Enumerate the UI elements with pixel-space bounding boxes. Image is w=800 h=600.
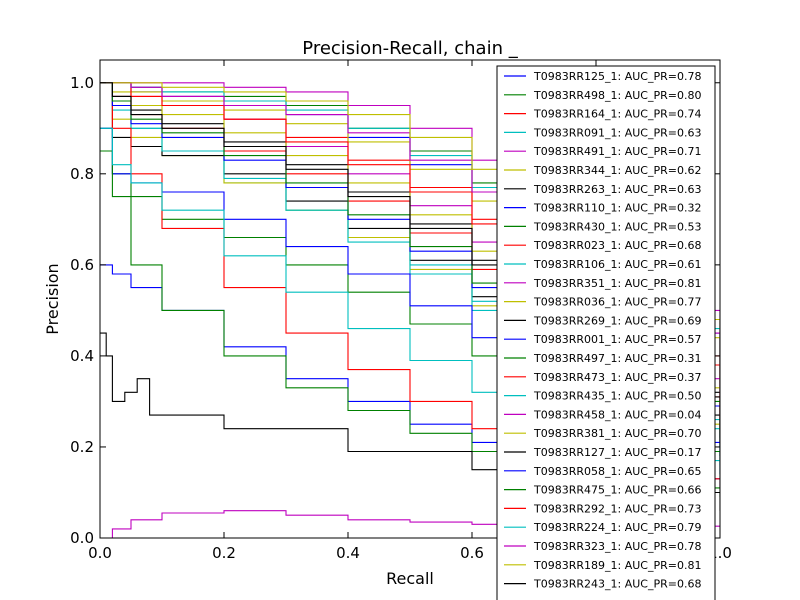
legend-entry: T0983RR498_1: AUC_PR=0.80 <box>504 89 701 102</box>
y-tick-label: 0.6 <box>70 256 94 274</box>
legend-label: T0983RR497_1: AUC_PR=0.31 <box>533 352 701 365</box>
legend-label: T0983RR127_1: AUC_PR=0.17 <box>533 446 701 459</box>
legend-entry: T0983RR475_1: AUC_PR=0.66 <box>504 484 701 497</box>
legend-entry: T0983RR430_1: AUC_PR=0.53 <box>504 220 701 233</box>
legend-label: T0983RR106_1: AUC_PR=0.61 <box>533 258 701 271</box>
legend-label: T0983RR351_1: AUC_PR=0.81 <box>533 277 701 290</box>
legend-label: T0983RR189_1: AUC_PR=0.81 <box>533 559 701 572</box>
y-tick-label: 0.2 <box>70 438 94 456</box>
legend-entry: T0983RR224_1: AUC_PR=0.79 <box>504 521 701 534</box>
legend-entry: T0983RR243_1: AUC_PR=0.68 <box>504 578 701 591</box>
legend-label: T0983RR430_1: AUC_PR=0.53 <box>533 220 701 233</box>
legend-label: T0983RR243_1: AUC_PR=0.68 <box>533 578 701 591</box>
legend-entry: T0983RR269_1: AUC_PR=0.69 <box>504 314 701 327</box>
legend-entry: T0983RR106_1: AUC_PR=0.61 <box>504 258 701 271</box>
legend-entry: T0983RR189_1: AUC_PR=0.81 <box>504 559 701 572</box>
legend-entry: T0983RR497_1: AUC_PR=0.31 <box>504 352 701 365</box>
legend-label: T0983RR491_1: AUC_PR=0.71 <box>533 145 701 158</box>
chart-title: Precision-Recall, chain _ <box>302 38 518 59</box>
legend-label: T0983RR224_1: AUC_PR=0.79 <box>533 521 701 534</box>
legend-entry: T0983RR435_1: AUC_PR=0.50 <box>504 390 701 403</box>
y-tick-label: 0.0 <box>70 529 94 547</box>
legend-entry: T0983RR125_1: AUC_PR=0.78 <box>504 70 701 83</box>
legend-entry: T0983RR381_1: AUC_PR=0.70 <box>504 427 701 440</box>
legend-entry: T0983RR091_1: AUC_PR=0.63 <box>504 126 701 139</box>
legend-frame <box>496 65 716 600</box>
y-tick-label: 0.4 <box>70 347 94 365</box>
legend-entry: T0983RR036_1: AUC_PR=0.77 <box>504 296 701 309</box>
legend-entry: T0983RR473_1: AUC_PR=0.37 <box>504 371 701 384</box>
legend-label: T0983RR292_1: AUC_PR=0.73 <box>533 502 701 515</box>
legend-entry: T0983RR323_1: AUC_PR=0.78 <box>504 540 701 553</box>
legend-entry: T0983RR164_1: AUC_PR=0.74 <box>504 108 701 121</box>
x-axis-label: Recall <box>386 569 434 588</box>
x-tick-label: 0.4 <box>336 544 360 562</box>
legend-label: T0983RR498_1: AUC_PR=0.80 <box>533 89 701 102</box>
x-tick-label: 0.2 <box>212 544 236 562</box>
legend-entry: T0983RR023_1: AUC_PR=0.68 <box>504 239 701 252</box>
legend-label: T0983RR001_1: AUC_PR=0.57 <box>533 333 701 346</box>
legend: T0983RR125_1: AUC_PR=0.78 T0983RR498_1: A… <box>496 65 716 600</box>
y-tick-label: 1.0 <box>70 74 94 92</box>
legend-items: T0983RR125_1: AUC_PR=0.78 T0983RR498_1: A… <box>504 70 701 591</box>
legend-label: T0983RR323_1: AUC_PR=0.78 <box>533 540 701 553</box>
legend-label: T0983RR058_1: AUC_PR=0.65 <box>533 465 701 478</box>
legend-entry: T0983RR292_1: AUC_PR=0.73 <box>504 502 701 515</box>
x-tick-label: 0.0 <box>88 544 112 562</box>
legend-label: T0983RR473_1: AUC_PR=0.37 <box>533 371 701 384</box>
legend-label: T0983RR344_1: AUC_PR=0.62 <box>533 164 701 177</box>
legend-label: T0983RR435_1: AUC_PR=0.50 <box>533 390 701 403</box>
legend-label: T0983RR475_1: AUC_PR=0.66 <box>533 484 701 497</box>
legend-entry: T0983RR263_1: AUC_PR=0.63 <box>504 183 701 196</box>
legend-entry: T0983RR127_1: AUC_PR=0.17 <box>504 446 701 459</box>
plot-frame <box>99 59 721 539</box>
legend-label: T0983RR263_1: AUC_PR=0.63 <box>533 183 701 196</box>
legend-label: T0983RR458_1: AUC_PR=0.04 <box>533 408 701 421</box>
legend-entry: T0983RR344_1: AUC_PR=0.62 <box>504 164 701 177</box>
legend-label: T0983RR125_1: AUC_PR=0.78 <box>533 70 701 83</box>
legend-label: T0983RR036_1: AUC_PR=0.77 <box>533 296 701 309</box>
legend-label: T0983RR110_1: AUC_PR=0.32 <box>533 202 701 215</box>
legend-entry: T0983RR058_1: AUC_PR=0.65 <box>504 465 701 478</box>
legend-label: T0983RR091_1: AUC_PR=0.63 <box>533 126 701 139</box>
legend-entry: T0983RR491_1: AUC_PR=0.71 <box>504 145 701 158</box>
legend-entry: T0983RR110_1: AUC_PR=0.32 <box>504 202 701 215</box>
legend-label: T0983RR381_1: AUC_PR=0.70 <box>533 427 701 440</box>
ticks-layer: 0.0 0.2 0.4 0.6 1.00.00.20.40.60.81.0 <box>70 60 732 562</box>
legend-label: T0983RR023_1: AUC_PR=0.68 <box>533 239 701 252</box>
y-axis-label: Precision <box>43 263 62 334</box>
legend-label: T0983RR164_1: AUC_PR=0.74 <box>533 108 701 121</box>
y-tick-label: 0.8 <box>70 165 94 183</box>
x-tick-label: 0.6 <box>460 544 484 562</box>
legend-entry: T0983RR001_1: AUC_PR=0.57 <box>504 333 701 346</box>
legend-entry: T0983RR458_1: AUC_PR=0.04 <box>504 408 701 421</box>
legend-label: T0983RR269_1: AUC_PR=0.69 <box>533 314 701 327</box>
legend-entry: T0983RR351_1: AUC_PR=0.81 <box>504 277 701 290</box>
